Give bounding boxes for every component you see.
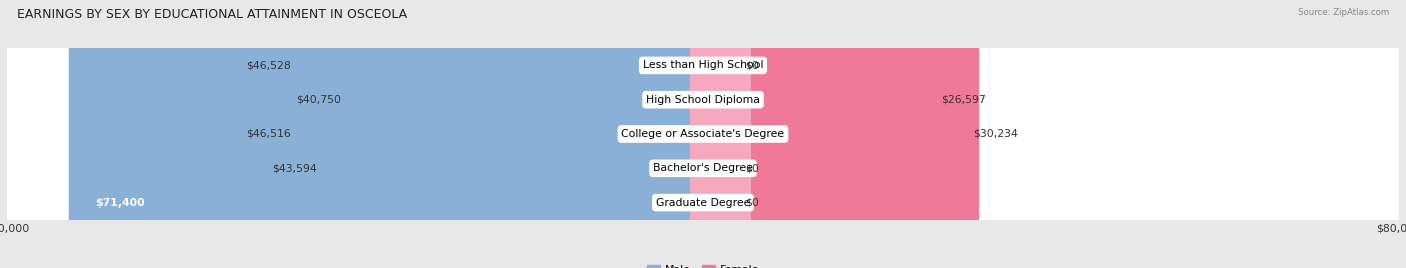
- FancyBboxPatch shape: [690, 0, 751, 268]
- FancyBboxPatch shape: [285, 0, 716, 268]
- Text: Less than High School: Less than High School: [643, 60, 763, 70]
- FancyBboxPatch shape: [336, 0, 716, 268]
- Text: EARNINGS BY SEX BY EDUCATIONAL ATTAINMENT IN OSCEOLA: EARNINGS BY SEX BY EDUCATIONAL ATTAINMEN…: [17, 8, 406, 21]
- Text: $0: $0: [745, 163, 759, 173]
- FancyBboxPatch shape: [69, 0, 716, 268]
- Text: High School Diploma: High School Diploma: [647, 95, 759, 105]
- Text: College or Associate's Degree: College or Associate's Degree: [621, 129, 785, 139]
- Text: $0: $0: [745, 198, 759, 208]
- Legend: Male, Female: Male, Female: [643, 260, 763, 268]
- FancyBboxPatch shape: [690, 0, 751, 268]
- Text: $71,400: $71,400: [94, 198, 145, 208]
- FancyBboxPatch shape: [311, 0, 716, 268]
- FancyBboxPatch shape: [690, 0, 948, 268]
- FancyBboxPatch shape: [690, 0, 979, 268]
- Text: Graduate Degree: Graduate Degree: [655, 198, 751, 208]
- Text: $0: $0: [745, 60, 759, 70]
- Text: $46,516: $46,516: [246, 129, 291, 139]
- Text: $40,750: $40,750: [297, 95, 342, 105]
- Text: $26,597: $26,597: [942, 95, 986, 105]
- FancyBboxPatch shape: [690, 0, 751, 268]
- FancyBboxPatch shape: [285, 0, 716, 268]
- Text: $43,594: $43,594: [271, 163, 316, 173]
- Text: $30,234: $30,234: [973, 129, 1018, 139]
- Text: $46,528: $46,528: [246, 60, 291, 70]
- Text: Bachelor's Degree: Bachelor's Degree: [652, 163, 754, 173]
- Text: Source: ZipAtlas.com: Source: ZipAtlas.com: [1298, 8, 1389, 17]
